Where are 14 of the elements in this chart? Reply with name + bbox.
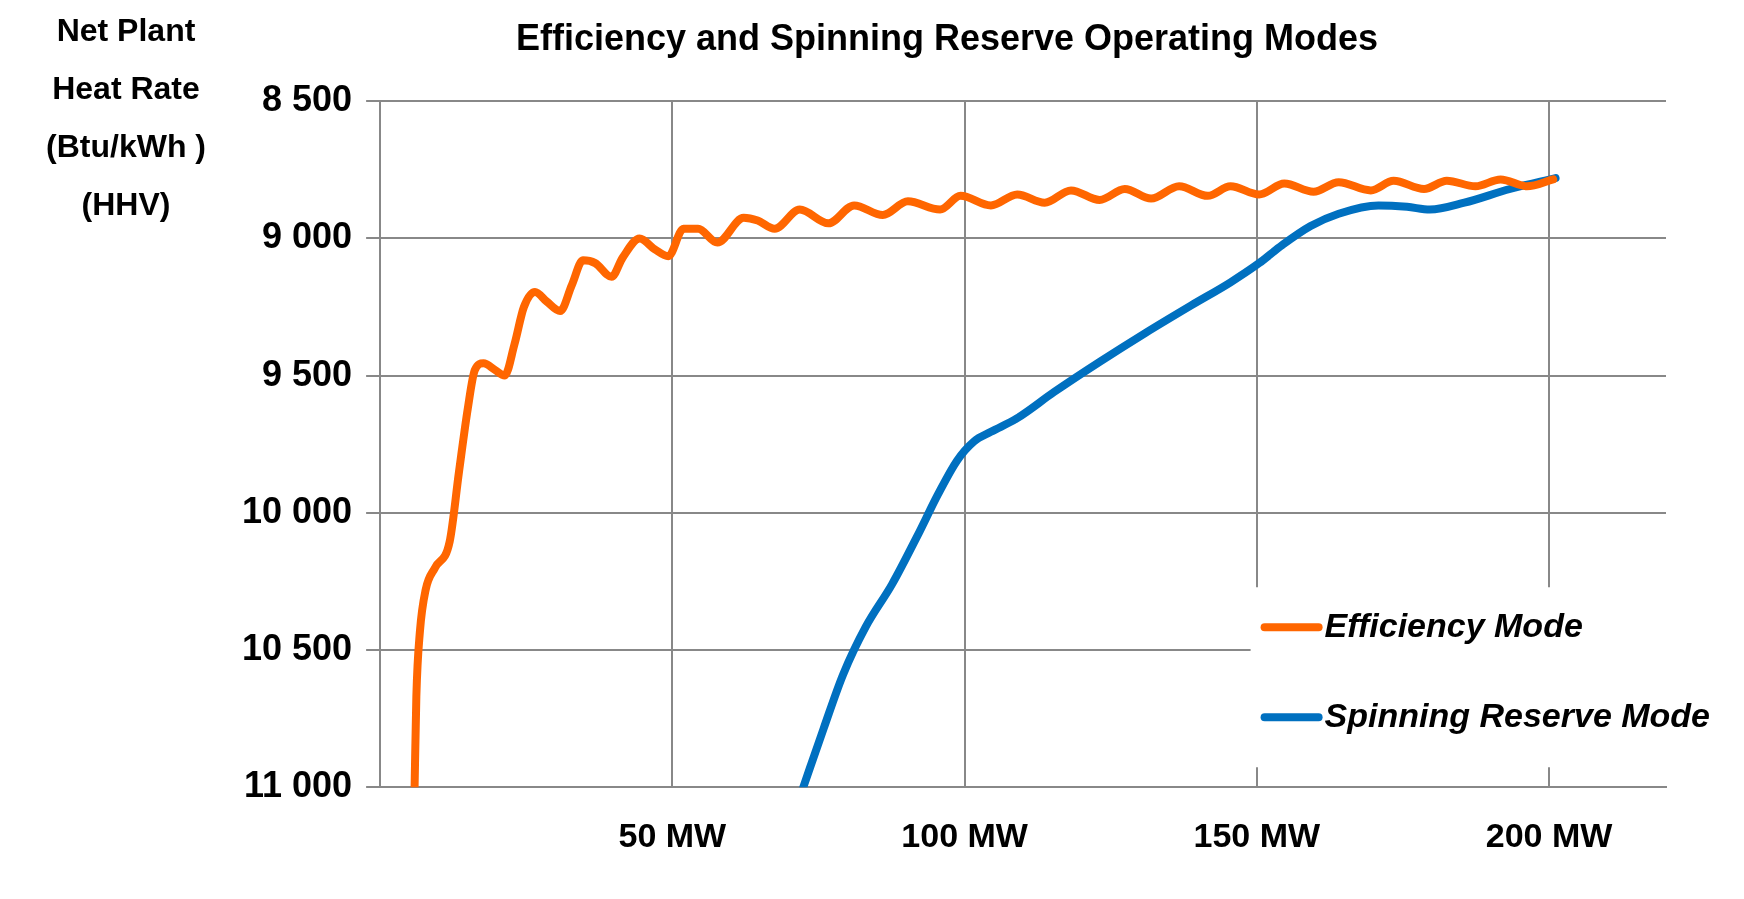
x-tick-label: 150 MW	[1193, 815, 1322, 854]
y-tick-label: 9 500	[262, 352, 353, 394]
legend-label: Spinning Reserve Mode	[1324, 695, 1710, 734]
y-tick-label: 11 000	[243, 764, 353, 806]
y-tick-label: 10 500	[242, 626, 353, 668]
y-tick-label: 9 000	[262, 215, 353, 257]
x-tick-label: 50 MW	[618, 815, 728, 854]
y-tick-label: 8 500	[262, 78, 353, 120]
x-tick-label: 100 MW	[901, 815, 1029, 854]
legend-label: Efficiency Mode	[1324, 605, 1583, 644]
x-tick-label: 200 MW	[1485, 815, 1614, 854]
chart-title: Efficiency and Spinning Reserve Operating Modes	[515, 16, 1379, 58]
y-tick-label: 10 000	[242, 489, 353, 531]
y-axis-title: Net Plant Heat Rate (Btu/kWh ) (HHV)	[46, 11, 206, 222]
